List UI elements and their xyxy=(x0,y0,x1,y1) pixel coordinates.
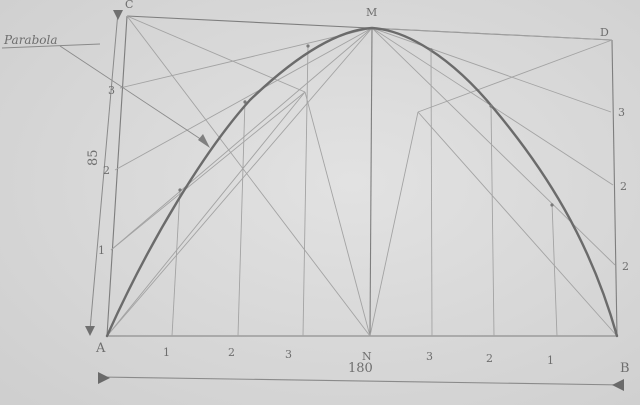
bottom-tick-left-1: 1 xyxy=(163,346,170,359)
height-arrow-top-icon xyxy=(113,10,123,20)
intersection-dot xyxy=(178,188,182,192)
vertical-line-right-3 xyxy=(430,47,433,337)
span-arrow-left-icon xyxy=(98,372,110,384)
bottom-tick-left-2: 2 xyxy=(228,346,235,359)
span-dimension-line xyxy=(99,376,625,386)
ray-A-to-M xyxy=(106,27,373,337)
ray-point-3-right-to-B xyxy=(417,111,618,337)
label-A: A xyxy=(95,341,106,356)
intersection-dot xyxy=(243,100,247,104)
vertical-line-right-2 xyxy=(490,103,495,337)
span-dimension: 180 xyxy=(98,361,625,391)
ray-A-to-point-3 xyxy=(106,91,306,337)
right-tick-2-upper: 2 xyxy=(620,180,627,193)
bottom-tick-labels: 1 2 3 3 2 1 xyxy=(163,346,554,367)
ray-point-3-right-to-D xyxy=(417,39,613,113)
ray-D-to-M xyxy=(371,27,613,41)
axis-MN-line xyxy=(369,27,373,337)
left-tick-3: 3 xyxy=(108,84,115,97)
ray-right-3-to-M xyxy=(371,27,612,113)
right-tick-2-lower: 2 xyxy=(622,260,629,273)
callout-arrowhead-icon xyxy=(198,134,210,148)
right-tick-labels: 3 2 2 xyxy=(618,106,629,273)
height-dimension-line xyxy=(89,11,119,331)
ray-C-to-point-3 xyxy=(126,15,306,93)
curve-intersection-dots xyxy=(178,44,554,207)
ray-left-1-to-point-3 xyxy=(110,91,306,251)
ray-N-to-point-3-right xyxy=(369,111,419,337)
span-arrow-right-icon xyxy=(612,379,624,391)
parabola-callout: Parabola xyxy=(1,33,210,148)
label-B: B xyxy=(620,361,630,376)
vertical-division-lines xyxy=(171,44,558,337)
label-N: N xyxy=(362,350,372,363)
vertical-line-left-3 xyxy=(302,44,309,337)
bottom-tick-right-2: 2 xyxy=(486,352,493,365)
ray-left-3-to-M xyxy=(119,27,373,89)
callout-label: Parabola xyxy=(3,33,57,47)
intersection-dot xyxy=(550,203,554,207)
frame-right-line xyxy=(611,39,618,337)
left-tick-labels: 1 2 3 xyxy=(98,84,115,257)
vertical-line-left-1 xyxy=(171,189,181,337)
height-dimension: 85 xyxy=(85,10,123,336)
height-dimension-label: 85 xyxy=(86,149,101,166)
label-M: M xyxy=(366,6,377,19)
bottom-tick-right-1: 1 xyxy=(547,354,554,367)
ray-point-3-to-N xyxy=(304,91,371,337)
frame-left-line xyxy=(106,15,128,337)
left-construction-rays xyxy=(106,15,373,337)
right-tick-3: 3 xyxy=(618,106,625,119)
intersection-dot xyxy=(306,44,310,48)
callout-leader-line xyxy=(59,45,206,143)
label-D: D xyxy=(600,26,609,39)
bottom-tick-right-3: 3 xyxy=(426,350,433,363)
intersection-dot xyxy=(489,104,493,108)
left-tick-1: 1 xyxy=(98,244,105,257)
vertical-line-right-1 xyxy=(551,202,558,337)
point-labels: A B C D M N xyxy=(95,0,630,376)
ray-C-to-N xyxy=(126,15,371,337)
ray-left-2-to-M xyxy=(114,27,373,171)
intersection-dot xyxy=(429,48,433,52)
callout-underline xyxy=(1,43,101,49)
ray-left-1-to-M xyxy=(110,27,373,251)
vertical-line-left-2 xyxy=(237,99,246,337)
bottom-tick-left-3: 3 xyxy=(285,348,292,361)
height-arrow-bottom-icon xyxy=(85,326,95,336)
parabola-curve xyxy=(105,26,619,338)
span-dimension-label: 180 xyxy=(348,361,373,376)
label-C: C xyxy=(125,0,133,11)
left-tick-2: 2 xyxy=(103,164,110,177)
